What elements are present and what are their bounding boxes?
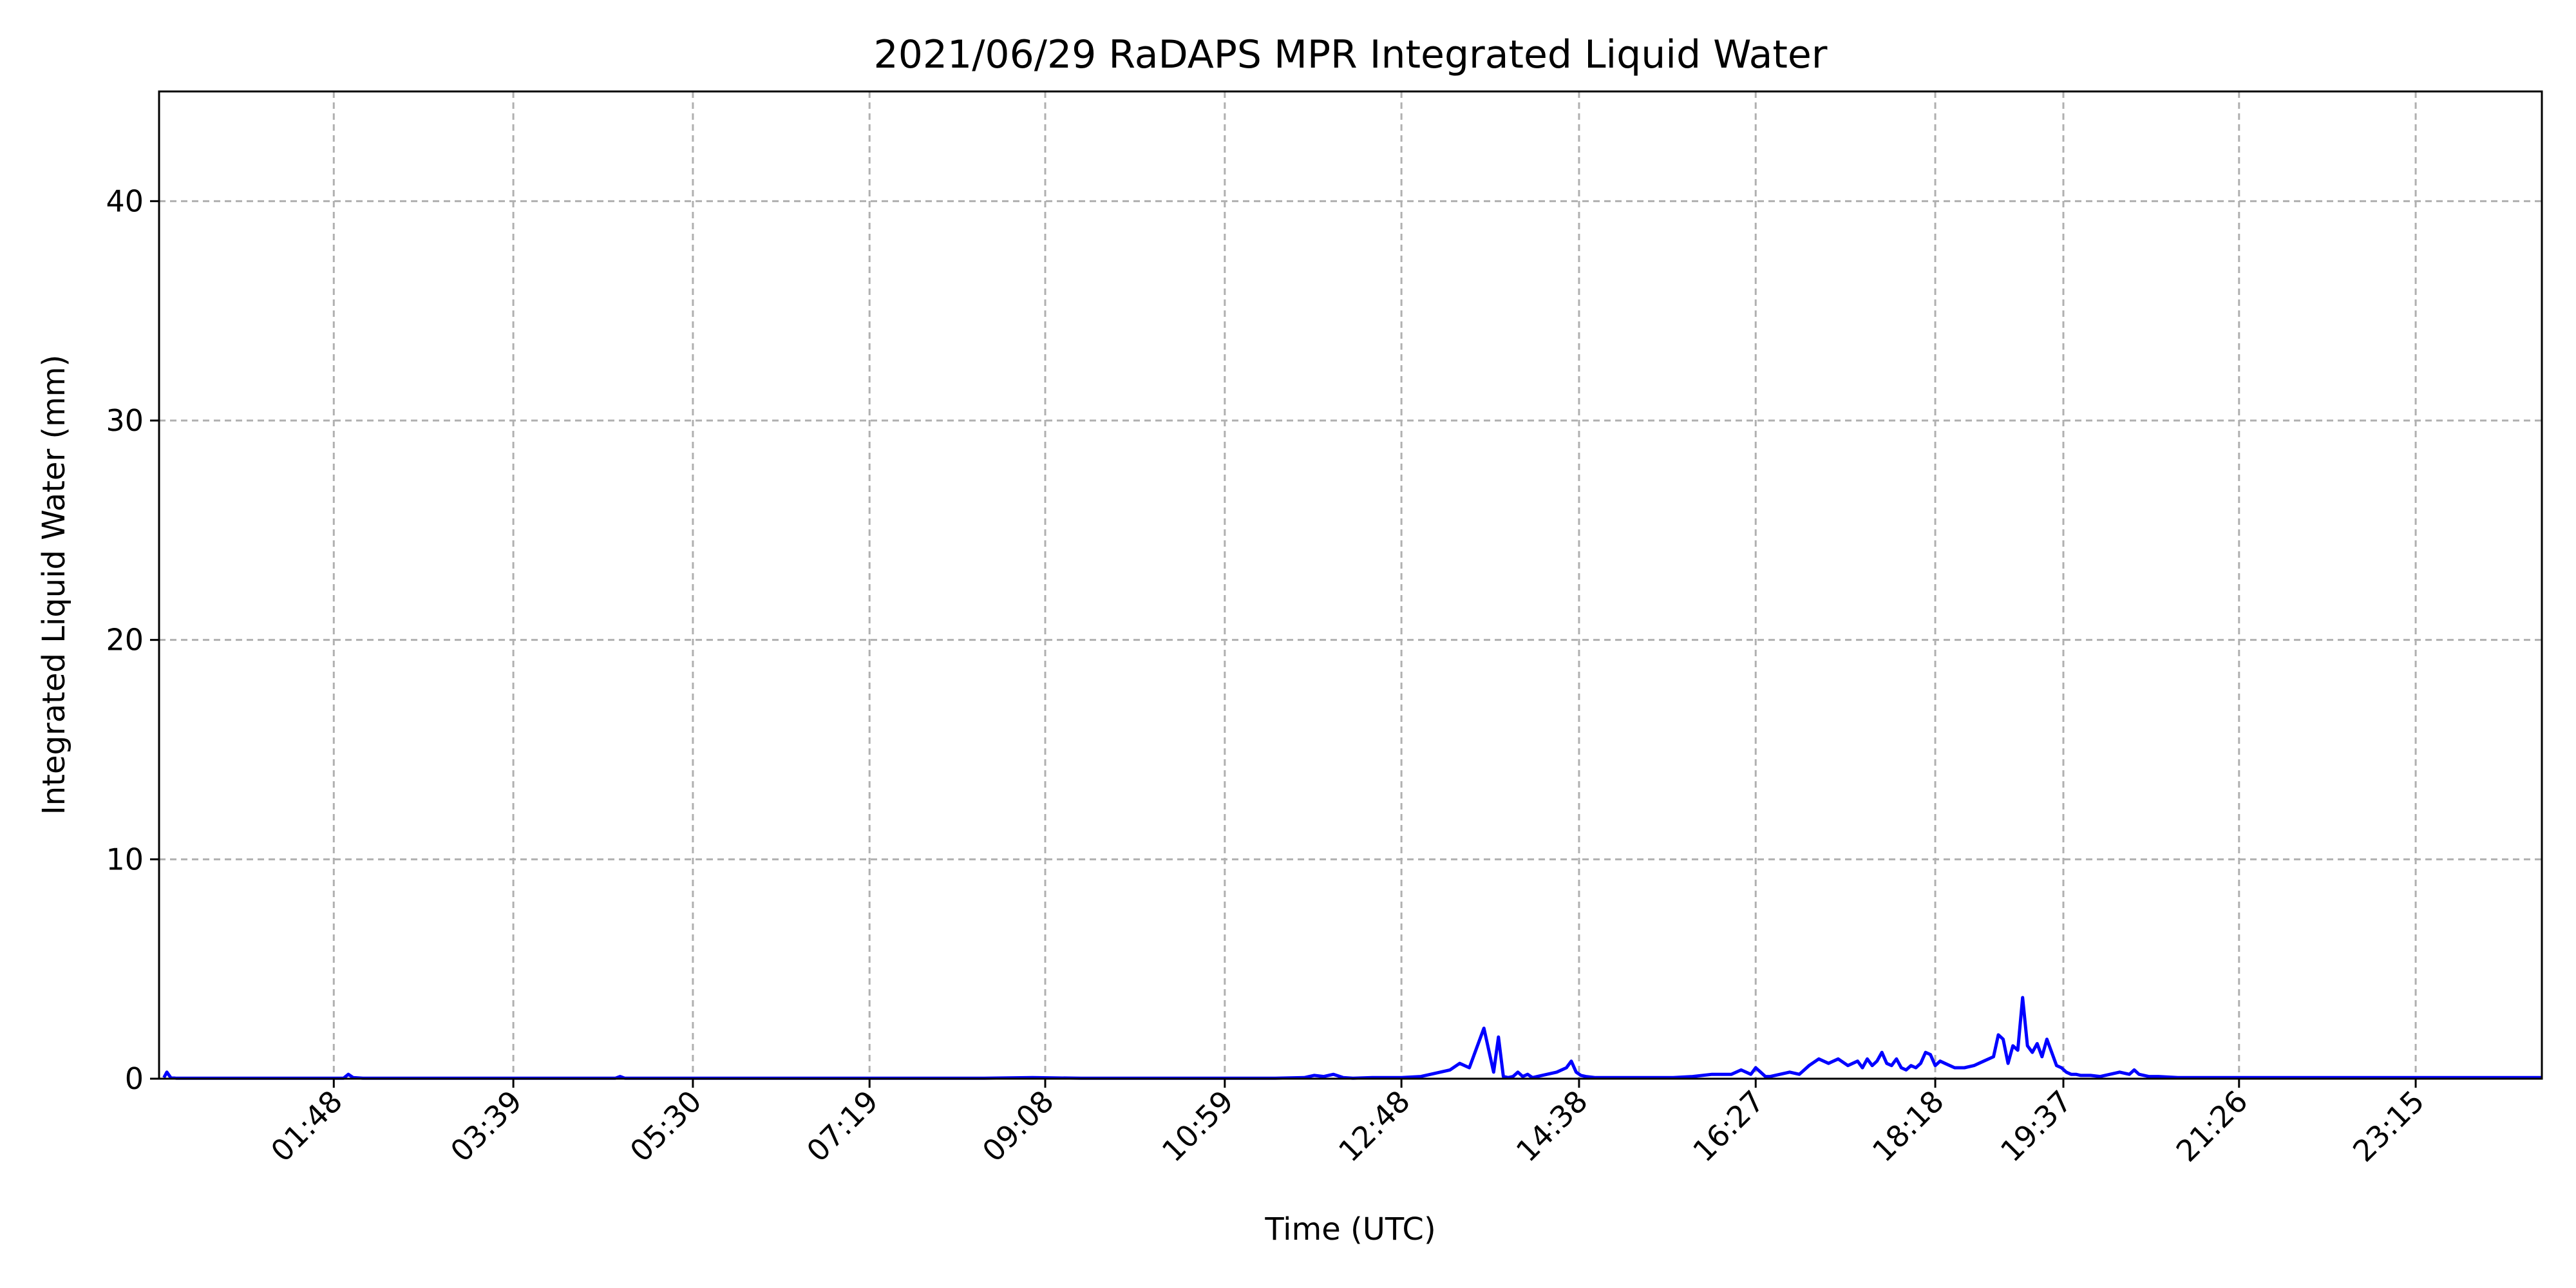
y-axis-label: Integrated Liquid Water (mm): [36, 355, 72, 815]
x-tick-label: 23:15: [2346, 1084, 2431, 1169]
y-tick-label: 30: [106, 403, 144, 438]
x-tick-label: 21:26: [2170, 1084, 2255, 1169]
x-tick-label: 01:48: [264, 1084, 349, 1169]
x-tick-label: 10:59: [1155, 1084, 1240, 1169]
x-tick-label: 14:38: [1510, 1084, 1595, 1169]
x-axis-label: Time (UTC): [1264, 1211, 1435, 1247]
y-tick-label: 10: [106, 842, 144, 876]
series-line-ilw: [162, 996, 2542, 1080]
plot-frame: [158, 90, 2543, 1080]
y-tick-label: 0: [125, 1061, 144, 1096]
x-tick-label: 19:37: [1994, 1084, 2079, 1169]
y-tick-label: 40: [106, 184, 144, 218]
tick-layer: 0 10 20 30 40 01:48 03:39 05:30 07:19 09:08 10:59 1…: [106, 184, 2430, 1168]
x-tick-label: 12:48: [1332, 1084, 1417, 1169]
x-tick-label: 09:08: [976, 1084, 1061, 1169]
chart-title: 2021/06/29 RaDAPS MPR Integrated Liquid …: [874, 32, 1828, 77]
x-tick-label: 07:19: [800, 1084, 885, 1169]
x-tick-label: 03:39: [444, 1084, 529, 1169]
series-layer: [162, 996, 2542, 1080]
x-tick-label: 05:30: [623, 1084, 708, 1169]
y-tick-label: 20: [106, 623, 144, 658]
x-tick-label: 18:18: [1866, 1084, 1951, 1169]
grid-lines: [159, 91, 2542, 1079]
x-tick-label: 16:27: [1686, 1084, 1771, 1169]
